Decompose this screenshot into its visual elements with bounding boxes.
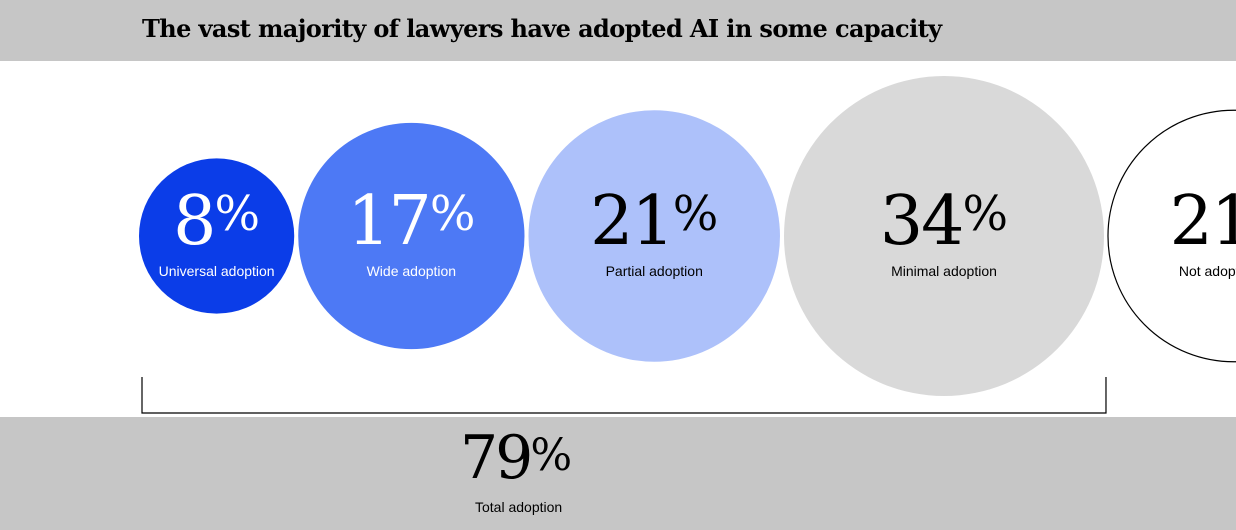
bubble-circle bbox=[298, 122, 525, 350]
bubble-minimal-adoption: 34% Minimal adoption bbox=[783, 76, 1104, 396]
bubble-circle bbox=[1107, 109, 1236, 363]
chart-title: The vast majority of lawyers have adopte… bbox=[142, 14, 942, 43]
value-number: 34 bbox=[880, 182, 963, 261]
total-value-percent-sign: % bbox=[530, 430, 573, 481]
category-label: Minimal adoption bbox=[891, 263, 997, 279]
bubble-wide-adoption: 17% Wide adoption bbox=[298, 122, 525, 350]
value-label: 21% bbox=[1170, 182, 1236, 261]
value-percent-sign: % bbox=[214, 186, 260, 242]
bubble-universal-adoption: 8% Universal adoption bbox=[139, 158, 295, 314]
bubble-circle bbox=[528, 110, 780, 362]
value-label: 8% bbox=[173, 182, 260, 261]
bubble-circle bbox=[783, 76, 1104, 396]
value-label: 17% bbox=[347, 182, 475, 261]
category-label: Wide adoption bbox=[367, 263, 457, 279]
category-label: Not adopted at all bbox=[1179, 263, 1236, 279]
value-percent-sign: % bbox=[673, 186, 719, 242]
bubble-partial-adoption: 21% Partial adoption bbox=[528, 110, 780, 362]
bubble-circle bbox=[139, 158, 295, 314]
total-label: Total adoption bbox=[475, 499, 563, 515]
value-number: 8 bbox=[173, 182, 214, 261]
value-number: 17 bbox=[347, 182, 430, 261]
bubble-chart: 8% Universal adoption 17% Wide adoption 21% P… bbox=[139, 76, 1236, 414]
total-value-number: 79 bbox=[460, 423, 533, 493]
category-label: Partial adoption bbox=[606, 263, 703, 279]
category-label: Universal adoption bbox=[159, 263, 275, 279]
bubble-not-adopted-at-all: 21% Not adopted at all bbox=[1107, 109, 1236, 363]
chart-panel: 8% Universal adoption 17% Wide adoption 21% P… bbox=[0, 61, 1236, 417]
value-label: 21% bbox=[590, 182, 718, 261]
value-number: 21 bbox=[1170, 182, 1236, 261]
value-percent-sign: % bbox=[430, 186, 476, 242]
value-percent-sign: % bbox=[962, 186, 1008, 242]
total-bracket bbox=[141, 377, 1107, 414]
value-label: 34% bbox=[880, 182, 1008, 261]
value-number: 21 bbox=[590, 182, 673, 261]
total-value-label: 79% bbox=[460, 418, 572, 496]
